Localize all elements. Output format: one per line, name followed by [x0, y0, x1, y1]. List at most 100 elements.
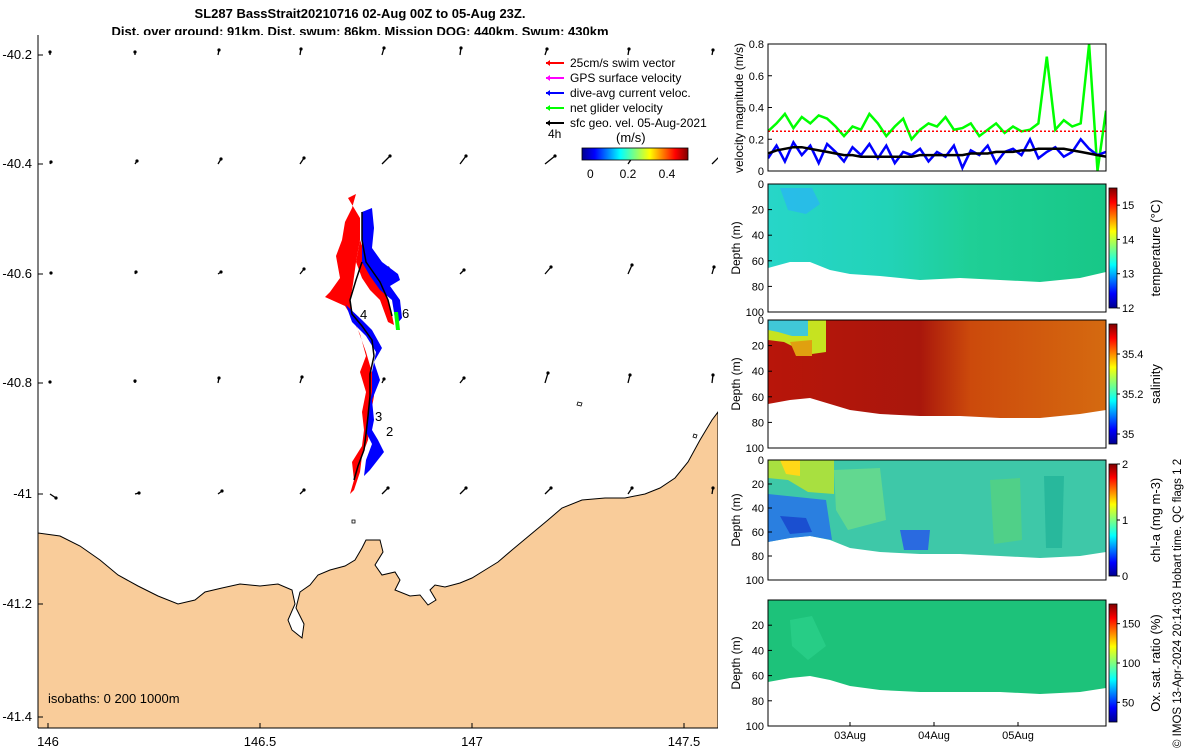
depth-tick-label: 40 [752, 230, 764, 242]
colorbar-tick-label: 50 [1122, 697, 1134, 709]
depth-tick-label: 40 [752, 645, 764, 657]
geo-velocity-arrow [544, 372, 549, 384]
map-y-tick-label: -40.4 [2, 156, 32, 171]
salinity-section-panel [768, 320, 1106, 418]
legend-label: sfc geo. vel. 05-Aug-2021 [570, 116, 707, 130]
net-velocity-track [394, 312, 400, 330]
depth-tick-label: 20 [752, 205, 764, 217]
section-colorbar [1108, 603, 1118, 723]
geo-velocity-arrow [627, 264, 633, 275]
chart-title-line1: SL287 BassStrait20210716 02-Aug 00Z to 0… [194, 6, 526, 21]
map-y-tick-label: -40.2 [2, 47, 32, 62]
depth-tick-label: 80 [752, 696, 764, 708]
depth-ylabel: Depth (m) [729, 221, 743, 274]
depth-tick-label: 20 [752, 620, 764, 632]
colorbar-tick-label: 13 [1122, 269, 1134, 281]
depth-tick-label: 0 [758, 455, 764, 467]
map-x-tick-label: 146 [37, 734, 59, 749]
depth-tick-label: 100 [746, 307, 764, 319]
geo-velocity-arrow [711, 157, 718, 165]
depth-tick-label: 0 [758, 315, 764, 327]
colorbar-tick-label: 14 [1122, 234, 1134, 246]
section-colorbar-label: chl-a (mg m-3) [1148, 478, 1163, 563]
colorbar-interval-note: 4h [548, 127, 561, 141]
map-y-tick-label: -41 [13, 486, 32, 501]
depth-tick-label: 80 [752, 551, 764, 563]
current-velocity-track-2 [346, 305, 384, 476]
colorbar-title: (m/s) [616, 130, 646, 145]
colorbar-tick-label: 15 [1122, 200, 1134, 212]
depth-tick-label: 80 [752, 281, 764, 293]
current-velocity-track [362, 208, 402, 325]
colorbar-tick-label: 35.4 [1122, 349, 1143, 361]
velocity-y-tick-label: 0.2 [749, 134, 764, 146]
map-y-tick-label: -40.6 [2, 266, 32, 281]
colorbar-tick-1: 0.2 [620, 167, 637, 181]
swim-vector-track [325, 194, 374, 494]
depth-tick-label: 60 [752, 392, 764, 404]
day-label-2: 2 [386, 424, 393, 439]
oxygen-section-panel [768, 600, 1106, 694]
depth-tick-label: 60 [752, 527, 764, 539]
credit-text: © IMOS 13-Apr-2024 20:14:03 Hobart time.… [1172, 458, 1184, 748]
day-label-6: 6 [402, 306, 409, 321]
legend-label: net glider velocity [570, 101, 663, 115]
tasmania-land [38, 411, 718, 728]
colorbar-tick-label: 35.2 [1122, 389, 1143, 401]
map-x-tick-label: 147 [461, 734, 483, 749]
velocity-ylabel: velocity magnitude (m/s) [732, 43, 746, 173]
speed-colorbar [581, 147, 689, 161]
depth-tick-label: 40 [752, 366, 764, 378]
depth-tick-label: 100 [746, 443, 764, 455]
velocity-series-sfc-geo-vel- [768, 145, 1106, 158]
colorbar-tick-label: 1 [1122, 515, 1128, 527]
colorbar-tick-label: 2 [1122, 459, 1128, 471]
depth-tick-label: 40 [752, 503, 764, 515]
velocity-y-tick-label: 0.4 [749, 103, 764, 115]
depth-tick-label: 0 [758, 179, 764, 191]
depth-tick-label: 20 [752, 479, 764, 491]
section-colorbar [1108, 463, 1118, 577]
section-colorbar-label: salinity [1148, 364, 1163, 404]
depth-tick-label: 100 [746, 575, 764, 587]
depth-tick-label: 100 [746, 721, 764, 733]
geo-velocity-arrow [381, 155, 391, 165]
date-tick-label: 04Aug [918, 730, 950, 742]
depth-ylabel: Depth (m) [729, 493, 743, 546]
map-x-tick-label: 146.5 [244, 734, 277, 749]
map-y-tick-label: -40.8 [2, 375, 32, 390]
velocity-y-tick-label: 0.6 [749, 71, 764, 83]
colorbar-tick-label: 150 [1122, 619, 1140, 631]
section-colorbar-label: Ox. sat. ratio (%) [1148, 614, 1163, 712]
colorbar-tick-label: 35 [1122, 429, 1134, 441]
velocity-series-dive-avg-current-veloc- [768, 136, 1106, 171]
colorbar-tick-label: 12 [1122, 303, 1134, 315]
velocity-series-net-glider-velocity [768, 44, 1106, 171]
depth-tick-label: 60 [752, 671, 764, 683]
velocity-y-tick-label: 0 [758, 166, 764, 178]
depth-tick-label: 80 [752, 417, 764, 429]
temperature-section-panel [768, 184, 1106, 282]
day-label-3: 3 [375, 409, 382, 424]
map-y-tick-label: -41.4 [2, 709, 32, 724]
colorbar-tick-2: 0.4 [659, 167, 676, 181]
legend-label: 25cm/s swim vector [570, 56, 675, 70]
section-colorbar [1108, 323, 1118, 445]
depth-ylabel: Depth (m) [729, 636, 743, 689]
legend-label: dive-avg current veloc. [570, 86, 691, 100]
colorbar-tick-0: 0 [587, 167, 594, 181]
depth-tick-label: 60 [752, 256, 764, 268]
glider-track-line [349, 212, 393, 481]
chl-a-section-panel [768, 460, 1106, 558]
day-label-4: 4 [360, 307, 367, 322]
section-colorbar [1108, 187, 1118, 309]
depth-ylabel: Depth (m) [729, 357, 743, 410]
velocity-y-tick-label: 0.8 [749, 39, 764, 51]
date-tick-label: 05Aug [1002, 730, 1034, 742]
velocity-plot-area [768, 44, 1106, 171]
section-colorbar-label: temperature (°C) [1148, 200, 1163, 297]
colorbar-tick-label: 100 [1122, 658, 1140, 670]
map-y-tick-label: -41.2 [2, 596, 32, 611]
